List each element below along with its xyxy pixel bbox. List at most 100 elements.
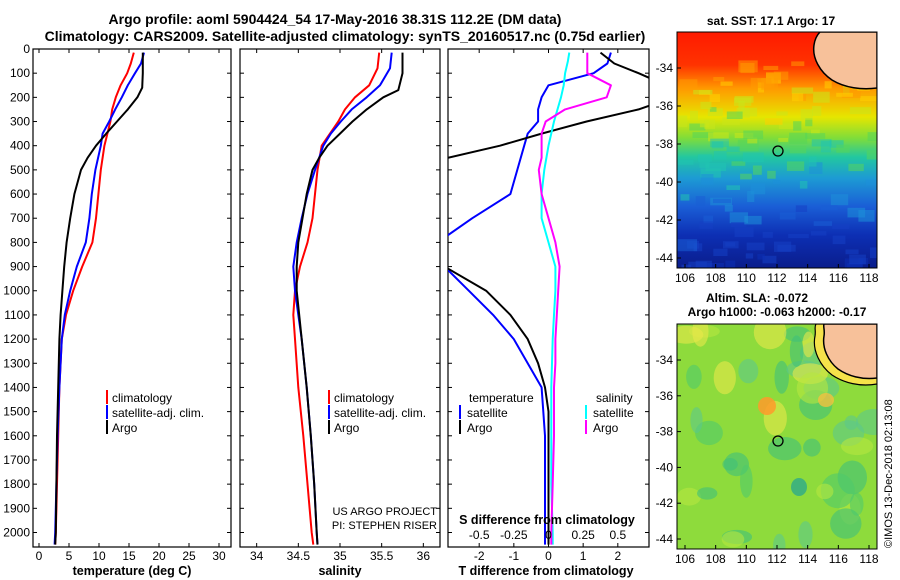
sst-patch [841, 87, 861, 98]
sst-patch [724, 205, 733, 212]
depth-tick-label: 1700 [3, 453, 30, 467]
s-difference-axis: -0.5 -0.25 0 0.25 0.5 [469, 528, 627, 542]
sst-patch [867, 132, 877, 141]
sst-patch [845, 249, 859, 255]
sst-patch [836, 92, 853, 97]
sst-patch [786, 161, 805, 171]
sst-patch [726, 111, 743, 119]
series-t-satellite [448, 52, 612, 545]
figure-title-line2: Climatology: CARS2009. Satellite-adjuste… [45, 28, 646, 44]
depth-tick-label: 900 [10, 260, 30, 274]
x-tick-label: 25 [182, 549, 196, 563]
sst-patch [747, 137, 758, 144]
depth-tick-label: 1900 [3, 501, 30, 515]
difference-legend: temperature satellite Argo salinity sate… [459, 391, 634, 435]
sst-patch [799, 181, 808, 189]
sst-map [677, 32, 877, 268]
lon-tick-label: 116 [829, 271, 848, 285]
sla-patch [768, 437, 802, 461]
lon-tick-label: 106 [675, 271, 695, 285]
temperature-x-axis: 0 5 10 15 20 25 30 [36, 49, 226, 563]
lon-tick-label: 116 [829, 552, 848, 566]
depth-tick-label: 1400 [3, 380, 30, 394]
x-tick-label: 34.5 [287, 549, 311, 563]
sst-patch [690, 110, 698, 120]
sst-patch [729, 212, 748, 224]
sla-map [677, 324, 877, 549]
sst-patch [726, 185, 740, 190]
sst-patch [795, 205, 808, 212]
sst-patch [688, 261, 707, 268]
sla-patch [774, 360, 789, 394]
salinity-xlabel: salinity [318, 564, 361, 578]
lat-tick-label: -42 [656, 496, 674, 510]
project-credit: US ARGO PROJECT [332, 506, 437, 518]
x-tick-label: 10 [92, 549, 106, 563]
sst-patch [726, 146, 740, 152]
sst-patch [704, 119, 716, 129]
sst-map-axes: 106 108 110 112 114 116 118 -34 -36 -38 -40 -42 -44 [656, 61, 879, 285]
legend-climatology-label: climatology [112, 391, 172, 405]
sst-patch [734, 227, 754, 238]
legend-t-argo-label: Argo [467, 421, 493, 435]
t-difference-xlabel: T difference from climatology [458, 564, 633, 578]
s-tick-label: 0.5 [609, 528, 626, 542]
lon-tick-label: 110 [737, 271, 756, 285]
sst-patch [776, 111, 788, 116]
s-tick-label: -0.25 [500, 528, 528, 542]
sst-patch [709, 107, 717, 112]
series-argo [295, 52, 404, 545]
lat-tick-label: -44 [656, 251, 674, 265]
sst-patch [832, 235, 846, 245]
sst-patch [847, 263, 863, 268]
s-difference-xlabel: S difference from climatology [459, 513, 635, 527]
sst-patch [811, 129, 820, 135]
sst-patch [836, 144, 850, 153]
series-argo [54, 52, 144, 545]
sst-patch [713, 77, 725, 82]
sst-patch [677, 159, 694, 165]
sst-patch [743, 130, 764, 140]
sst-patch [713, 248, 728, 256]
sst-patch [703, 215, 714, 224]
depth-tick-label: 1800 [3, 477, 30, 491]
sst-patch [692, 132, 714, 138]
sst-patch [830, 194, 849, 206]
sst-patch [679, 79, 698, 91]
temperature-profiles [53, 52, 145, 545]
pi-credit: PI: STEPHEN RISER [332, 520, 437, 532]
salinity-x-axis: 34 34.5 35 35.5 36 [250, 49, 430, 563]
sst-patch [744, 215, 762, 225]
sst-patch [757, 253, 765, 260]
x-tick-label: 34 [250, 549, 264, 563]
sst-patch [762, 231, 773, 238]
depth-tick-label: 2000 [3, 525, 30, 539]
lat-tick-label: -34 [656, 353, 674, 367]
sst-patch [848, 163, 864, 172]
sla-patch [721, 531, 745, 548]
sst-patch [792, 93, 804, 102]
sla-patch [738, 358, 759, 384]
sst-patch [847, 207, 866, 218]
sst-patch [809, 156, 817, 167]
series-climatology [54, 52, 135, 545]
depth-tick-label: 1500 [3, 405, 30, 419]
australia-land [822, 324, 877, 380]
sst-patch [870, 247, 877, 259]
sst-patch [800, 109, 813, 120]
depth-tick-label: 800 [10, 235, 30, 249]
s-tick-label: 0.25 [571, 528, 595, 542]
sst-patch [722, 117, 740, 126]
temperature-legend: climatology satellite-adj. clim. Argo [106, 390, 204, 435]
temperature-panel-frame [32, 48, 232, 548]
lat-tick-label: -34 [656, 61, 674, 75]
legend-argo-label: Argo [112, 421, 138, 435]
x-tick-label: 35 [333, 549, 347, 563]
sst-patch [725, 260, 736, 268]
sst-patch [791, 61, 805, 67]
sst-patch [746, 242, 765, 251]
sst-patch [788, 233, 809, 239]
sst-patch [789, 132, 808, 144]
lon-tick-label: 108 [706, 271, 726, 285]
